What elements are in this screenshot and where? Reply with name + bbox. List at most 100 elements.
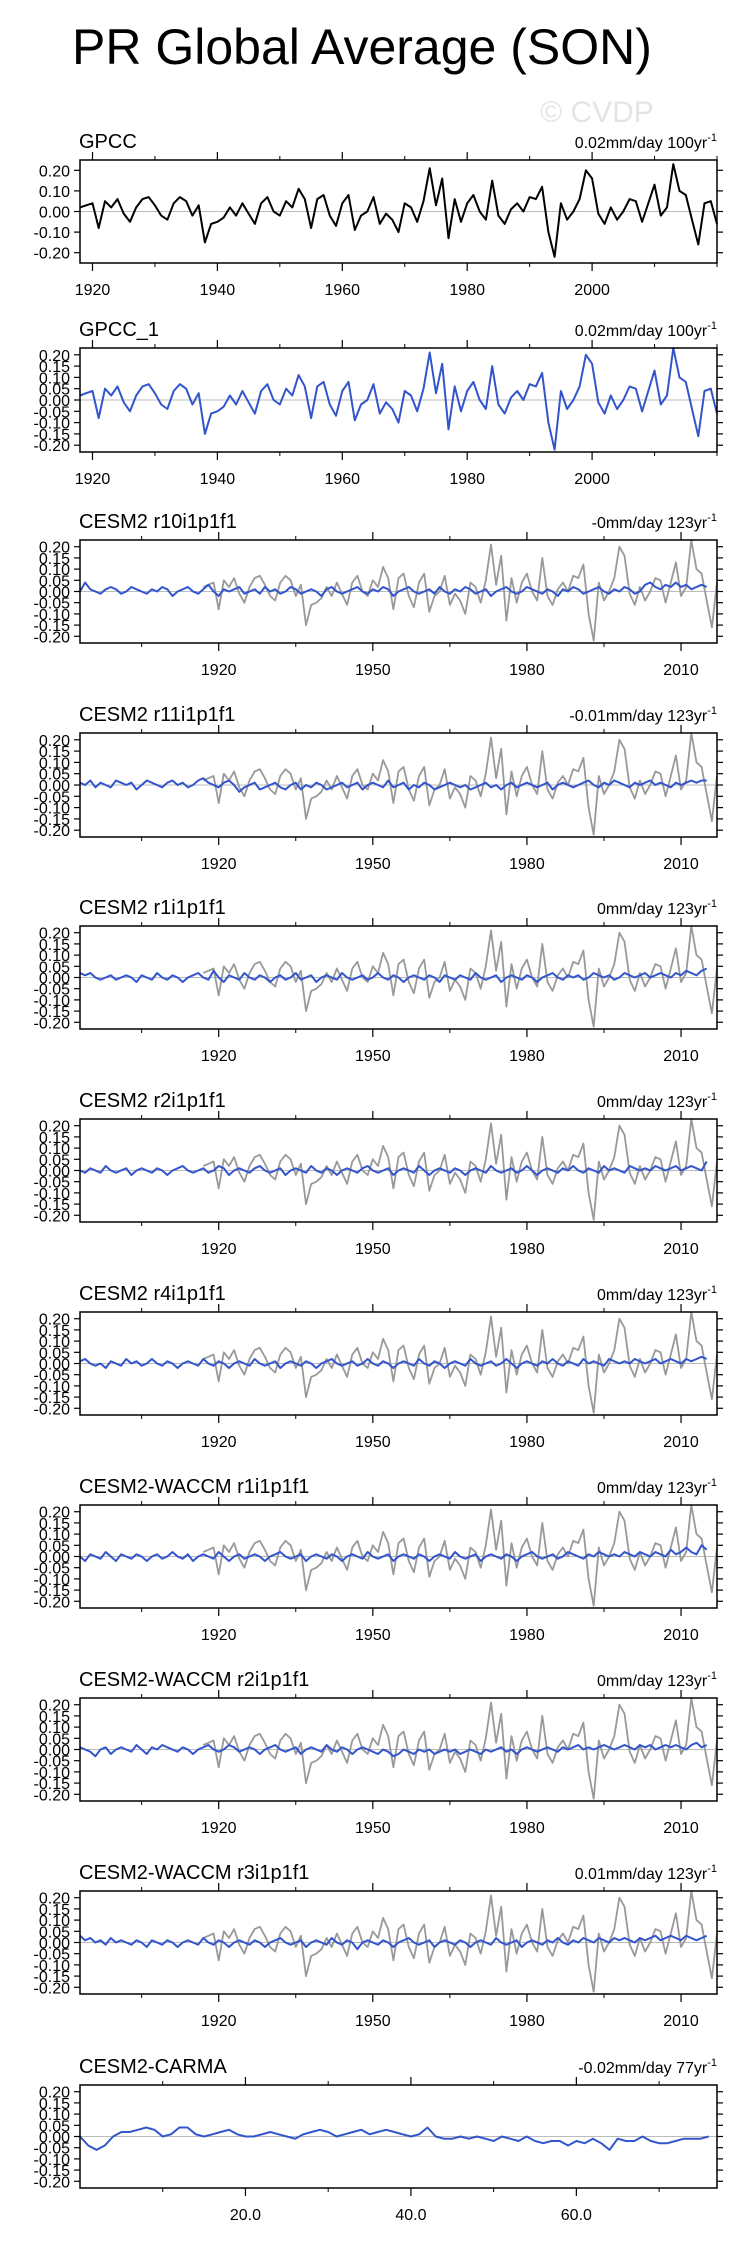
y-tick-label: 0.15 [39, 1516, 70, 1533]
y-tick-label: -0.05 [34, 1368, 71, 1385]
y-tick-label: 0.10 [39, 184, 70, 201]
y-tick-label: 0.05 [39, 573, 70, 590]
trend-superscript: -1 [707, 1091, 717, 1103]
y-tick-label: 0.15 [39, 1902, 70, 1919]
y-tick-label: 0.20 [39, 1312, 70, 1329]
x-tick-label: 1980 [509, 2013, 545, 2030]
y-tick-label: 0.05 [39, 1924, 70, 1941]
y-tick-label: 0.15 [39, 937, 70, 954]
x-tick-label: 2000 [574, 282, 610, 299]
y-tick-label: -0.15 [34, 1776, 71, 1793]
y-tick-label: -0.10 [34, 1379, 71, 1396]
trend-superscript: -1 [707, 2057, 717, 2069]
x-tick-label: 60.0 [561, 2207, 592, 2224]
page-title: PR Global Average (SON) [72, 19, 652, 75]
y-tick-label: 0.00 [39, 1743, 70, 1760]
y-tick-label: 0.10 [39, 2107, 70, 2124]
y-tick-label: -0.10 [34, 993, 71, 1010]
y-tick-label: 0.15 [39, 1323, 70, 1340]
observation-overlay-line [202, 1311, 718, 1414]
y-tick-label: -0.20 [34, 438, 71, 455]
trend-label: -0.01mm/day 123yr-1 [569, 705, 717, 725]
trend-label: 0mm/day 123yr-1 [597, 1284, 717, 1304]
model-series-line [79, 1741, 708, 1758]
y-tick-label: -0.20 [34, 1787, 71, 1804]
y-tick-label: 0.05 [39, 1152, 70, 1169]
y-tick-label: -0.10 [34, 1765, 71, 1782]
x-tick-label: 1980 [509, 1241, 545, 1258]
x-tick-label: 1950 [355, 1627, 391, 1644]
x-tick-label: 1920 [75, 471, 111, 488]
y-tick-label: 0.00 [39, 971, 70, 988]
x-tick-label: 2010 [663, 662, 699, 679]
x-tick-label: 2010 [663, 1048, 699, 1065]
y-tick-label: 0.15 [39, 1709, 70, 1726]
trend-superscript: -1 [707, 132, 717, 144]
trend-value: 0mm/day 123yr [597, 1287, 708, 1304]
y-tick-label: -0.20 [34, 246, 71, 263]
observation-overlay-line [202, 1118, 718, 1221]
x-tick-label: 2010 [663, 856, 699, 873]
chart-panel: CESM2-WACCM r2i1p1f1 0mm/day 123yr-10.200… [34, 1669, 723, 1837]
y-tick-label: 0.20 [39, 1505, 70, 1522]
trend-value: 0.02mm/day 100yr [575, 323, 708, 340]
y-tick-label: 0.10 [39, 1334, 70, 1351]
model-series-line [79, 581, 708, 597]
chart-panel: CESM2-WACCM r1i1p1f1 0mm/day 123yr-10.200… [34, 1476, 723, 1644]
observation-overlay-line [202, 732, 718, 836]
trend-label: 0.02mm/day 100yr-1 [575, 132, 717, 152]
y-tick-label: -0.05 [34, 404, 71, 421]
y-tick-label: -0.15 [34, 1197, 71, 1214]
observation-overlay-line [202, 1697, 718, 1800]
trend-superscript: -1 [707, 1477, 717, 1489]
x-tick-label: 1940 [200, 282, 236, 299]
y-tick-label: 0.05 [39, 2118, 70, 2135]
y-tick-label: 0.00 [39, 778, 70, 795]
x-tick-label: 1980 [449, 471, 485, 488]
y-tick-label: 0.05 [39, 382, 70, 399]
x-tick-label: 1980 [509, 1048, 545, 1065]
model-series-line [79, 1934, 708, 1951]
x-tick-label: 1950 [355, 1241, 391, 1258]
y-tick-label: -0.20 [34, 1401, 71, 1418]
y-tick-label: -0.05 [34, 596, 71, 613]
trend-value: -0.02mm/day 77yr [578, 2060, 708, 2077]
y-tick-label: 0.10 [39, 562, 70, 579]
chart-panel: GPCC_1 0.02mm/day 100yr-1 0.200.150.100.05… [34, 319, 723, 488]
chart-title: CESM2 r11i1p1f1 [79, 704, 235, 726]
chart-title: CESM2-CARMA [79, 2056, 227, 2078]
y-tick-label: 0.20 [39, 348, 70, 365]
y-tick-label: 0.10 [39, 1913, 70, 1930]
y-tick-label: 0.15 [39, 2096, 70, 2113]
x-tick-label: 1950 [355, 1048, 391, 1065]
x-tick-label: 1920 [201, 1820, 237, 1837]
chart-panel: CESM2 r2i1p1f1 0mm/day 123yr-1 0.200.150.1… [34, 1090, 723, 1258]
y-tick-label: 0.20 [39, 540, 70, 557]
x-tick-label: 1980 [509, 1434, 545, 1451]
y-tick-label: 0.05 [39, 1538, 70, 1555]
trend-value: 0mm/day 123yr [597, 1480, 708, 1497]
trend-value: 0mm/day 123yr [597, 901, 708, 918]
y-tick-label: 0.20 [39, 1698, 70, 1715]
chart-title: CESM2-WACCM r1i1p1f1 [79, 1476, 309, 1498]
y-tick-label: 0.15 [39, 1130, 70, 1147]
y-tick-label: -0.20 [34, 823, 71, 840]
y-tick-label: -0.20 [34, 629, 71, 646]
y-tick-label: -0.15 [34, 1969, 71, 1986]
chart-title: CESM2-WACCM r3i1p1f1 [79, 1862, 309, 1884]
y-tick-label: 0.20 [39, 2085, 70, 2102]
observation-overlay-line [202, 925, 718, 1028]
chart-title: CESM2 r1i1p1f1 [79, 897, 226, 919]
y-tick-label: 0.00 [39, 1550, 70, 1567]
y-tick-label: -0.10 [34, 801, 71, 818]
y-tick-label: 0.10 [39, 1527, 70, 1544]
y-tick-label: 0.00 [39, 205, 70, 222]
y-tick-label: 0.00 [39, 393, 70, 410]
x-tick-label: 1950 [355, 2013, 391, 2030]
x-tick-label: 1940 [200, 471, 236, 488]
trend-superscript: -1 [707, 1863, 717, 1875]
x-tick-label: 2010 [663, 1434, 699, 1451]
y-tick-label: 0.20 [39, 163, 70, 180]
y-tick-label: 0.00 [39, 1936, 70, 1953]
x-tick-label: 1920 [201, 1627, 237, 1644]
